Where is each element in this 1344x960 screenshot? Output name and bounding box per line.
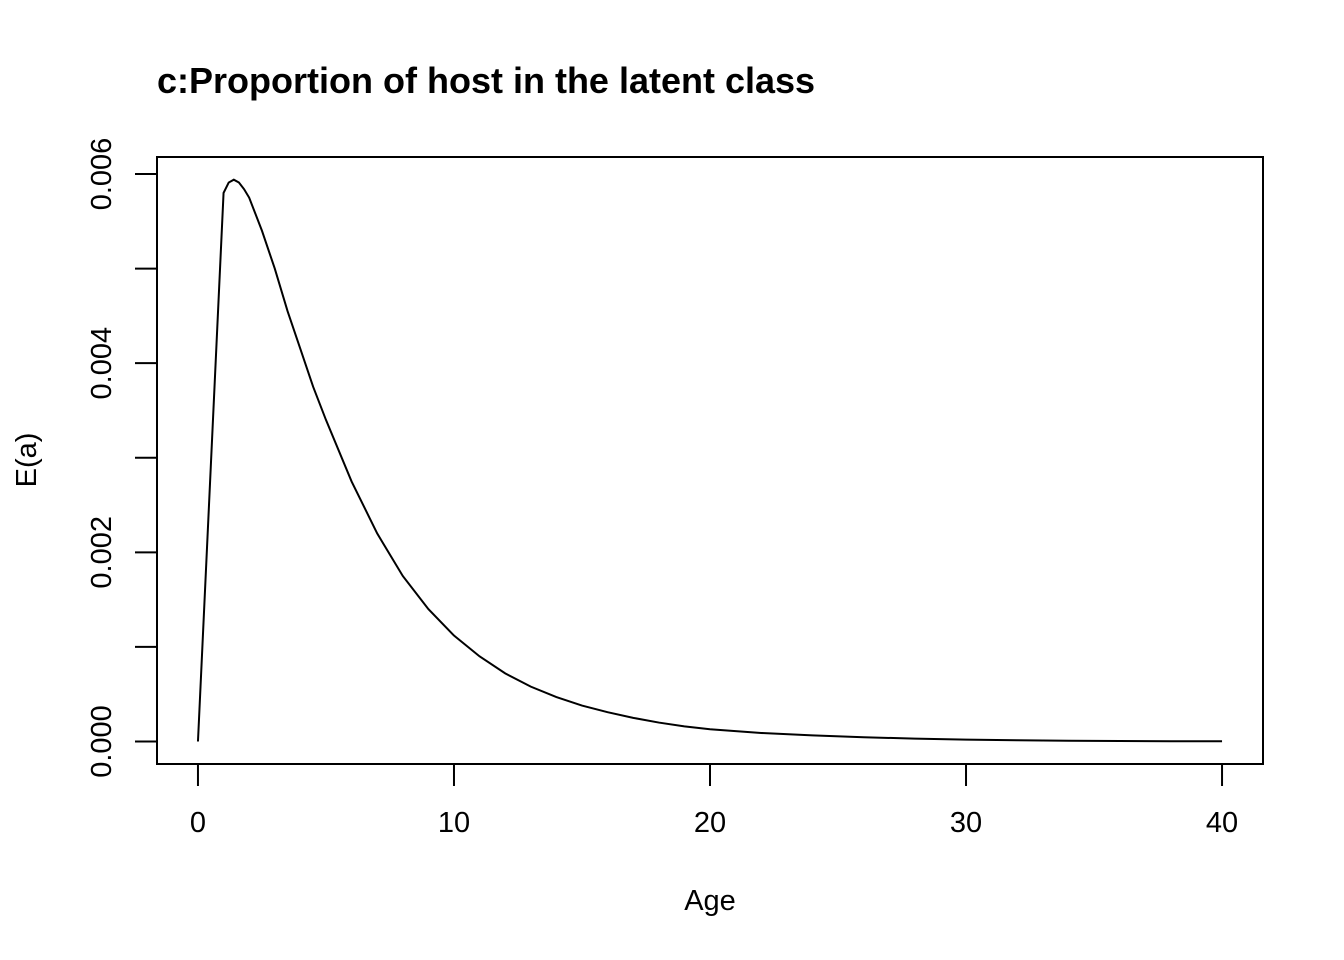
x-tick-label: 40 <box>1206 807 1238 839</box>
x-axis-label: Age <box>684 885 736 917</box>
y-axis-label: E(a) <box>11 433 43 488</box>
series-line <box>196 178 1223 743</box>
x-tick-label: 30 <box>950 807 982 839</box>
y-tick-label: 0.002 <box>86 516 118 589</box>
y-tick-label: 0.000 <box>86 705 118 778</box>
y-tick-label: 0.006 <box>86 138 118 211</box>
x-tick-label: 20 <box>694 807 726 839</box>
x-tick-label: 10 <box>438 807 470 839</box>
y-axis: 0.000 0.002 0.004 0.006 <box>86 138 158 778</box>
plot-frame <box>156 156 1264 765</box>
x-axis: 0 10 20 30 40 <box>190 763 1238 839</box>
y-tick-label: 0.004 <box>86 327 118 400</box>
x-tick-label: 0 <box>190 807 206 839</box>
chart-title: c:Proportion of host in the latent class <box>157 60 815 101</box>
